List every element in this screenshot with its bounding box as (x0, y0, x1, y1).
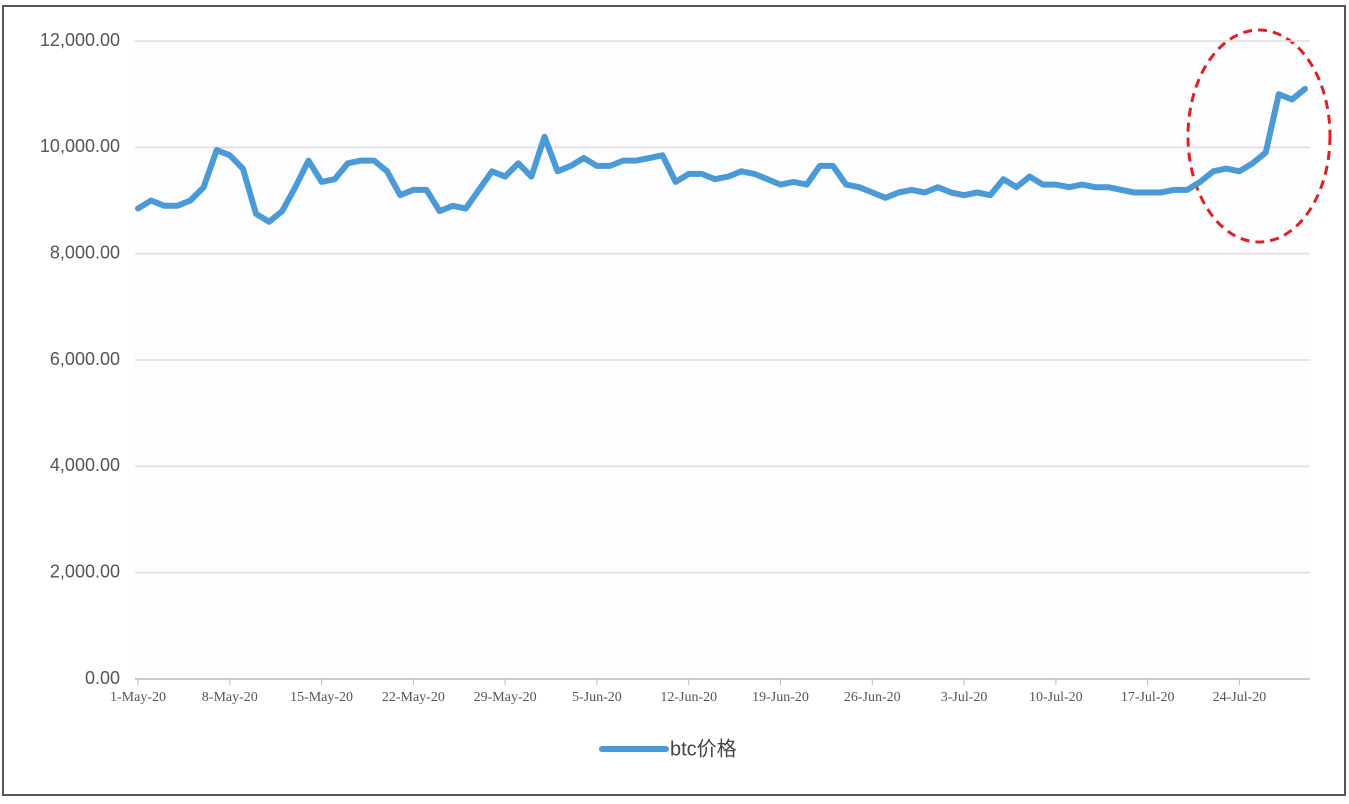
x-tick-label: 1-May-20 (110, 690, 166, 705)
y-tick-label: 10,000.00 (40, 136, 120, 156)
y-tick-label: 8,000.00 (50, 242, 120, 262)
x-tick-label: 8-May-20 (202, 690, 258, 705)
x-tick-label: 24-Jul-20 (1213, 690, 1267, 705)
highlight-ellipse (1186, 28, 1332, 244)
x-tick-label: 22-May-20 (382, 690, 445, 705)
y-tick-label: 0.00 (85, 668, 120, 688)
y-tick-label: 12,000.00 (40, 30, 120, 50)
x-tick-label: 17-Jul-20 (1121, 690, 1175, 705)
x-tick-label: 10-Jul-20 (1029, 690, 1083, 705)
y-tick-label: 4,000.00 (50, 455, 120, 475)
series-line (135, 85, 1308, 225)
y-tick-label: 2,000.00 (50, 561, 120, 581)
legend-label: btc价格 (670, 737, 737, 760)
y-tick-label: 6,000.00 (50, 349, 120, 369)
x-tick-label: 19-Jun-20 (752, 690, 809, 705)
x-tick-label: 29-May-20 (474, 690, 537, 705)
x-tick-label: 15-May-20 (290, 690, 353, 705)
x-tick-label: 26-Jun-20 (844, 690, 901, 705)
x-tick-label: 3-Jul-20 (941, 690, 988, 705)
x-tick-label: 12-Jun-20 (660, 690, 717, 705)
x-tick-label: 5-Jun-20 (572, 690, 622, 705)
